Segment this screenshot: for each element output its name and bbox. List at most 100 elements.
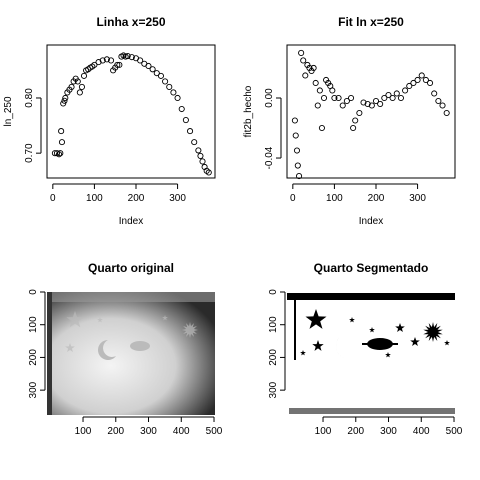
chart-title: Linha x=250 xyxy=(96,15,165,29)
data-point xyxy=(356,109,363,117)
plot-frame xyxy=(46,44,216,179)
data-point xyxy=(302,72,309,79)
data-point xyxy=(331,94,338,102)
data-point xyxy=(389,94,396,102)
data-point xyxy=(76,89,83,96)
y-tick-label: 0.00 xyxy=(264,88,275,108)
data-point xyxy=(312,79,319,87)
y-tick-label: 200 xyxy=(268,349,279,366)
data-point xyxy=(99,57,106,64)
data-point xyxy=(114,61,121,68)
data-point xyxy=(329,87,336,94)
data-point xyxy=(381,94,388,102)
data-point xyxy=(292,132,299,139)
data-point xyxy=(296,172,303,180)
data-point xyxy=(145,62,152,70)
y-tick-label: 0.80 xyxy=(24,88,35,108)
data-point xyxy=(162,78,169,85)
star-shape xyxy=(444,340,450,346)
planet-ring xyxy=(362,343,398,345)
x-tick-label: 100 xyxy=(75,426,92,437)
data-point xyxy=(402,87,409,94)
data-point xyxy=(364,100,371,108)
data-point xyxy=(293,147,301,154)
segmented-image xyxy=(287,292,455,415)
data-point xyxy=(78,83,85,90)
faint-shape xyxy=(66,311,84,328)
data-point xyxy=(199,158,206,165)
data-point xyxy=(178,105,185,113)
star-shape xyxy=(349,317,355,323)
data-point xyxy=(182,117,189,124)
star-shape xyxy=(312,340,324,351)
data-point xyxy=(310,64,317,72)
data-point xyxy=(116,61,123,68)
faint-moon xyxy=(98,340,116,360)
x-axis-title: Index xyxy=(119,216,143,227)
x-tick-label: 0 xyxy=(290,193,296,204)
data-point xyxy=(291,117,298,124)
data-point xyxy=(195,147,202,154)
data-point xyxy=(360,99,367,106)
data-point xyxy=(426,79,434,87)
data-point xyxy=(56,151,63,158)
data-point xyxy=(137,57,144,64)
data-point xyxy=(410,79,417,87)
x-tick-label: 300 xyxy=(380,426,397,437)
x-tick-label: 300 xyxy=(409,193,426,204)
x-tick-label: 400 xyxy=(173,426,190,437)
data-point xyxy=(422,76,429,84)
data-point xyxy=(418,72,425,79)
data-point xyxy=(170,89,177,96)
data-point xyxy=(368,102,375,109)
chart-title: Quarto Segmentado xyxy=(314,261,429,275)
data-point xyxy=(60,100,67,107)
y-tick-label: 300 xyxy=(268,381,279,398)
data-point xyxy=(80,72,88,79)
data-point xyxy=(103,56,110,63)
data-point xyxy=(339,102,346,109)
data-point xyxy=(191,139,198,146)
x-tick-label: 100 xyxy=(315,426,332,437)
faint-shape xyxy=(162,315,168,321)
data-point xyxy=(174,94,181,102)
data-point xyxy=(128,54,135,61)
data-point xyxy=(61,97,68,104)
x-tick-label: 300 xyxy=(169,193,186,204)
x-tick-label: 500 xyxy=(206,426,223,437)
data-point xyxy=(406,82,413,90)
data-point xyxy=(352,117,359,124)
y-tick-label: 100 xyxy=(28,316,39,333)
data-point xyxy=(57,150,64,157)
chart-title: Quarto original xyxy=(88,261,174,275)
data-point xyxy=(294,162,301,169)
data-point xyxy=(316,87,323,94)
x-tick-label: 200 xyxy=(128,193,145,204)
data-point xyxy=(439,102,446,109)
data-point xyxy=(377,100,384,108)
data-point xyxy=(95,59,102,66)
x-tick-label: 200 xyxy=(107,426,124,437)
star-shape xyxy=(300,350,306,356)
data-point xyxy=(153,70,160,77)
data-point xyxy=(205,169,212,176)
data-point xyxy=(68,83,75,90)
data-point xyxy=(443,109,450,117)
x-tick-label: 0 xyxy=(50,193,56,204)
y-tick-label: 0.70 xyxy=(24,143,35,163)
y-tick-label: -0.04 xyxy=(264,146,275,169)
faint-shape xyxy=(65,343,75,352)
data-point xyxy=(186,128,194,135)
data-point xyxy=(335,94,342,102)
data-point xyxy=(300,57,307,64)
y-tick-label: 0 xyxy=(268,289,279,295)
x-tick-label: 500 xyxy=(446,426,463,437)
star-shape xyxy=(385,352,391,358)
data-point xyxy=(107,57,115,64)
data-point xyxy=(166,83,173,90)
data-point xyxy=(314,102,321,109)
data-point xyxy=(372,97,380,105)
x-tick-label: 200 xyxy=(347,426,364,437)
faint-shape xyxy=(182,322,198,338)
data-point xyxy=(347,94,355,102)
